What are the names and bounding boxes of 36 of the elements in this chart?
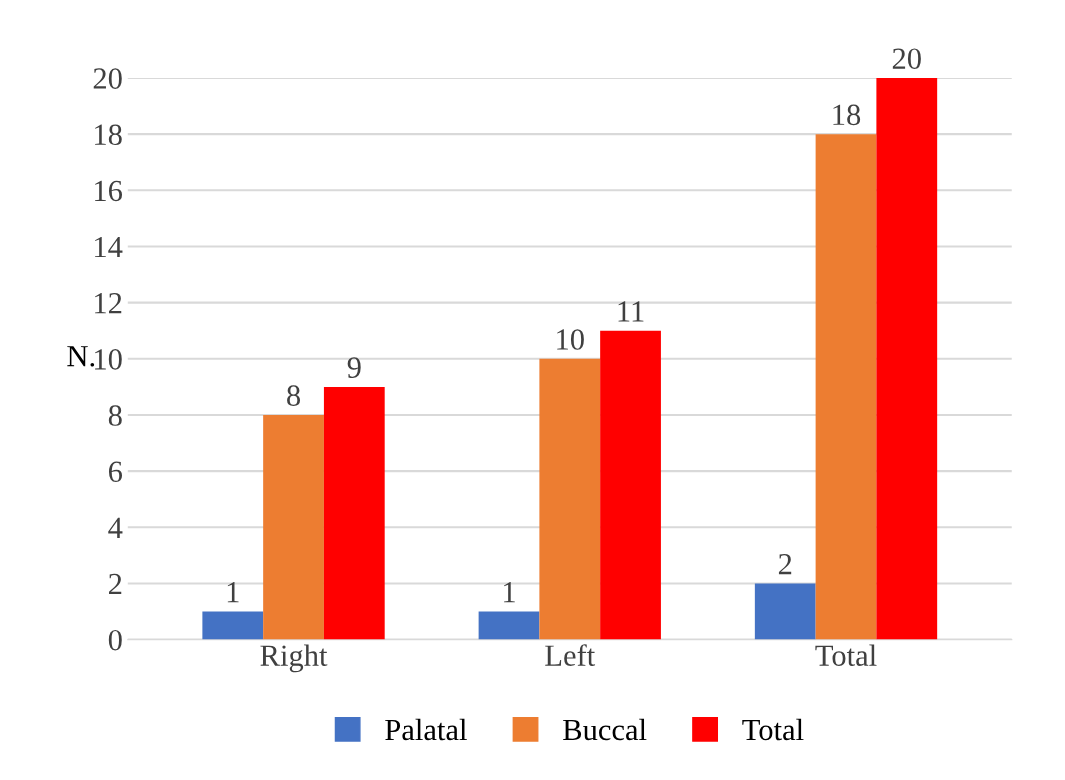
- y-tick-label: 12: [95, 293, 122, 314]
- y-tick-label: 20: [93, 68, 122, 89]
- legend-label: Total: [742, 718, 804, 741]
- bar: [600, 330, 661, 640]
- data-label: 20: [892, 48, 921, 70]
- y-tick-label: 16: [95, 180, 123, 202]
- bar: [539, 358, 601, 640]
- data-label: 2: [778, 553, 792, 575]
- bar: [754, 583, 816, 640]
- y-tick-label: 14: [95, 236, 123, 258]
- bar: [478, 611, 540, 640]
- y-tick-label: 18: [95, 124, 122, 146]
- y-axis-title: N.: [67, 346, 95, 367]
- data-label: 9: [347, 357, 361, 378]
- y-tick-label: 4: [108, 517, 123, 538]
- bar: [876, 78, 938, 640]
- data-label: 8: [287, 385, 301, 406]
- y-tick-label: 8: [108, 405, 122, 426]
- bar: [263, 414, 324, 640]
- x-tick-label: Left: [545, 644, 596, 666]
- y-tick-label: 6: [108, 461, 123, 483]
- legend-label: Buccal: [563, 718, 647, 741]
- data-label: 10: [557, 329, 584, 350]
- bar: [202, 611, 264, 640]
- data-label: 1: [227, 582, 239, 603]
- y-tick-label: 2: [109, 573, 122, 595]
- data-label: 11: [618, 301, 644, 322]
- bar: [815, 134, 877, 640]
- bar: [323, 386, 385, 640]
- legend-label: Palatal: [385, 718, 467, 741]
- data-label: 18: [833, 104, 861, 126]
- data-label: 1: [504, 582, 515, 603]
- y-tick-label: 0: [108, 629, 122, 651]
- x-tick-label: Right: [260, 644, 328, 673]
- x-tick-label: Total: [815, 644, 877, 666]
- y-tick-label: 10: [95, 349, 122, 370]
